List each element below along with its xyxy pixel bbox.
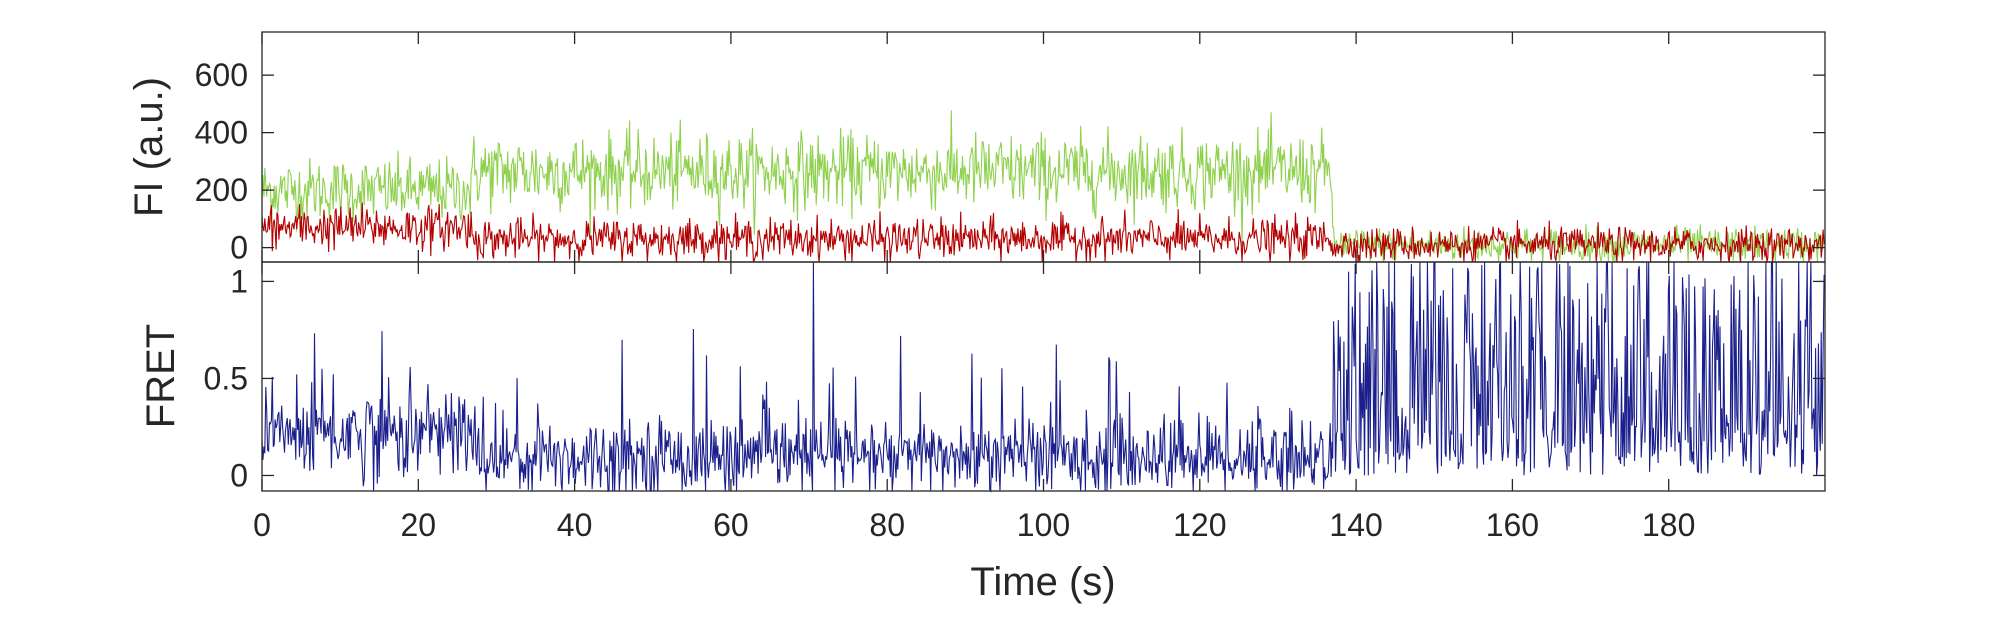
fret-panel: 00.51 0 20 40 60 80 100 120 140 160 180 FRET Time… — [139, 261, 1826, 604]
donor-trace — [261, 110, 1825, 263]
x-tick-label: 40 — [557, 507, 593, 543]
fluorescence-panel: 0 200 400 600 FI (a.u.) — [127, 31, 1826, 266]
x-tick-label: 60 — [713, 507, 749, 543]
x-tick-label: 160 — [1486, 507, 1539, 543]
fret-y-ticks: 00.51 — [204, 263, 1825, 493]
x-tick-label: 80 — [869, 507, 905, 543]
y-tick-label: 600 — [195, 57, 248, 93]
x-tick-label: 180 — [1642, 507, 1695, 543]
time-x-ticks: 0 20 40 60 80 100 120 140 160 180 — [253, 262, 1695, 543]
y-tick-label: 0.5 — [204, 360, 248, 396]
x-tick-label: 0 — [253, 507, 271, 543]
acceptor-trace — [261, 202, 1825, 263]
y-tick-label: 400 — [195, 115, 248, 151]
time-x-axis-label: Time (s) — [970, 560, 1115, 604]
fluorescence-panel-frame — [261, 31, 1826, 263]
fluorescence-series-group — [261, 110, 1825, 263]
y-tick-label: 200 — [195, 172, 248, 208]
x-tick-label: 20 — [401, 507, 437, 543]
y-tick-label: 0 — [230, 230, 248, 266]
y-tick-label: 1 — [230, 263, 248, 299]
x-tick-label: 100 — [1017, 507, 1070, 543]
fluorescence-y-ticks: 0 200 400 600 — [195, 32, 1825, 266]
y-tick-label: 0 — [230, 457, 248, 493]
fret-y-axis-label: FRET — [139, 324, 183, 428]
fret-series-group — [261, 261, 1825, 493]
fret-trace — [261, 261, 1825, 493]
fluorescence-y-axis-label: FI (a.u.) — [127, 77, 171, 217]
x-tick-label: 140 — [1329, 507, 1382, 543]
x-tick-label: 120 — [1173, 507, 1226, 543]
